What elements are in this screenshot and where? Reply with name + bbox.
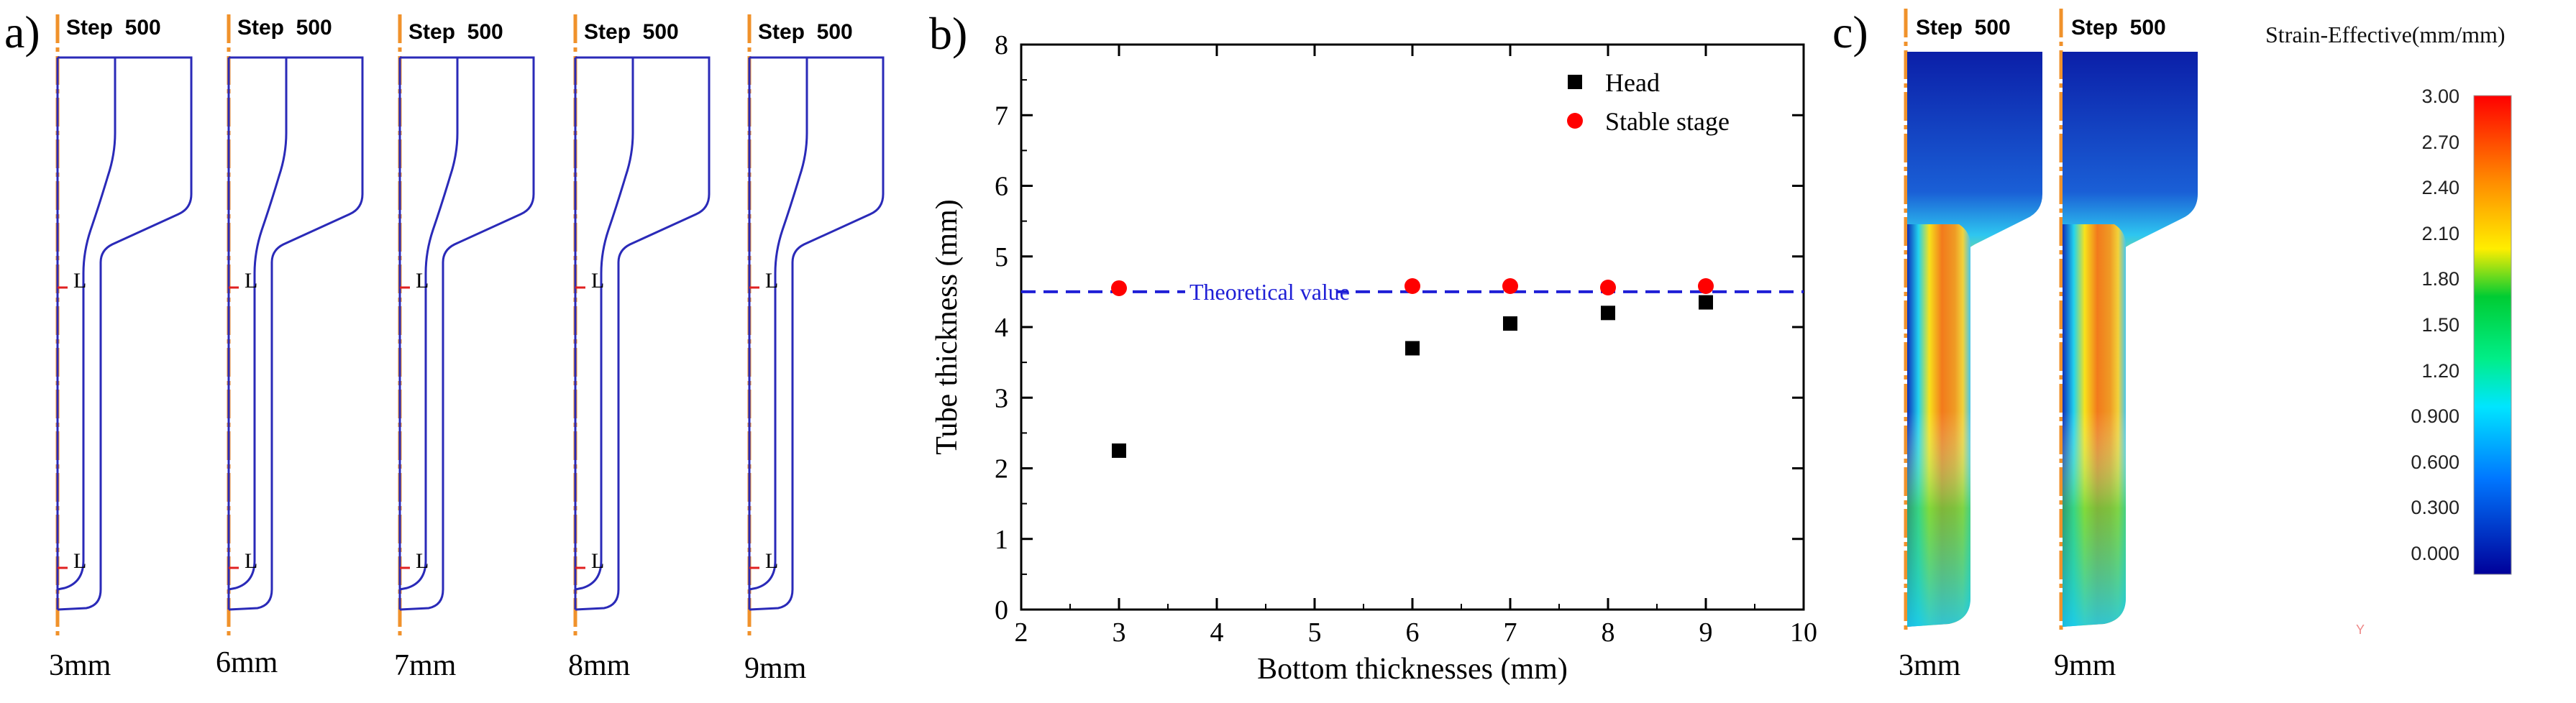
legend-stable-marker [1567,113,1583,129]
strain-map-3mm [1906,9,2042,634]
y-axis-label: Tube thickness (mm) [931,199,964,454]
y-tick-label: 4 [995,313,1008,343]
step-label-a3: Step 500 [408,20,503,44]
colorbar-tick-1: 2.70 [2421,131,2459,153]
x-tick-label: 4 [1210,617,1224,648]
colorbar-tick-0: 3.00 [2421,86,2459,107]
y-tick-label: 5 [995,242,1008,272]
step-label-a4: Step 500 [584,20,679,44]
y-tick-label: 2 [995,454,1008,484]
head-point [1405,341,1420,356]
colorbar-tick-2: 2.40 [2421,177,2459,199]
head-point [1503,316,1517,331]
shape-label-3mm: 3mm [49,649,111,682]
y-tick-label: 7 [995,101,1008,131]
shape-label-9mm: 9mm [744,652,807,685]
stable-stage-point [1502,278,1518,295]
colorbar-tick-9: 0.300 [2411,497,2459,519]
strain-map-9mm [2061,9,2198,634]
y-tick-label: 3 [995,383,1008,413]
x-tick-label: 7 [1504,617,1517,648]
y-tick-label: 1 [995,525,1008,555]
shape-label-8mm: 8mm [568,649,631,682]
x-tick-label: 2 [1015,617,1028,648]
y-tick-label: 6 [995,172,1008,202]
x-tick-label: 3 [1113,617,1126,648]
head-point [1699,295,1713,310]
legend-head-marker [1568,75,1582,89]
y-tick-label: 8 [995,30,1008,60]
strain-label-9mm: 9mm [2054,649,2116,682]
x-axis-label: Bottom thicknesses (mm) [1257,653,1568,686]
panel-a-label: a) [4,6,40,58]
x-tick-label: 6 [1406,617,1420,648]
theoretical-value-label: Theoretical value [1189,279,1350,305]
strain-label-3mm: 3mm [1899,649,1961,682]
legend-head-label: Head [1605,68,1660,97]
head-point [1112,443,1126,458]
panel-c-label: c) [1832,6,1868,58]
panel-b-label: b) [929,8,968,59]
x-tick-label: 9 [1699,617,1713,648]
stable-stage-point [1111,280,1127,296]
step-label-a2: Step 500 [237,16,332,40]
step-label-a5: Step 500 [758,20,853,44]
theoretical-value-label-bg [1185,275,1336,305]
step-label-a1: Step 500 [66,16,161,40]
stable-stage-point [1600,279,1616,295]
axis-glyph-y: Y [2356,622,2365,637]
x-tick-label: 8 [1602,617,1615,648]
colorbar [2473,95,2512,575]
colorbar-tick-3: 2.10 [2421,222,2459,244]
step-label-c1: Step 500 [1916,16,2011,40]
step-label-c2: Step 500 [2071,16,2166,40]
legend-stable-label: Stable stage [1605,107,1730,136]
colorbar-tick-7: 0.900 [2411,405,2459,428]
x-tick-label: 5 [1308,617,1322,648]
stable-stage-point [1405,278,1420,295]
colorbar-tick-4: 1.80 [2421,268,2459,290]
stable-stage-point [1698,278,1714,295]
colorbar-tick-5: 1.50 [2421,314,2459,336]
shape-label-6mm: 6mm [216,646,278,679]
colorbar-tick-6: 1.20 [2421,359,2459,382]
colorbar-tick-10: 0.000 [2411,543,2459,564]
head-point [1601,305,1615,321]
colorbar-tick-8: 0.600 [2411,451,2459,473]
shape-label-7mm: 7mm [394,649,457,682]
x-tick-label: 10 [1790,617,1817,648]
colorbar-title: Strain-Effective(mm/mm) [2265,22,2506,47]
y-tick-label: 0 [995,595,1008,625]
